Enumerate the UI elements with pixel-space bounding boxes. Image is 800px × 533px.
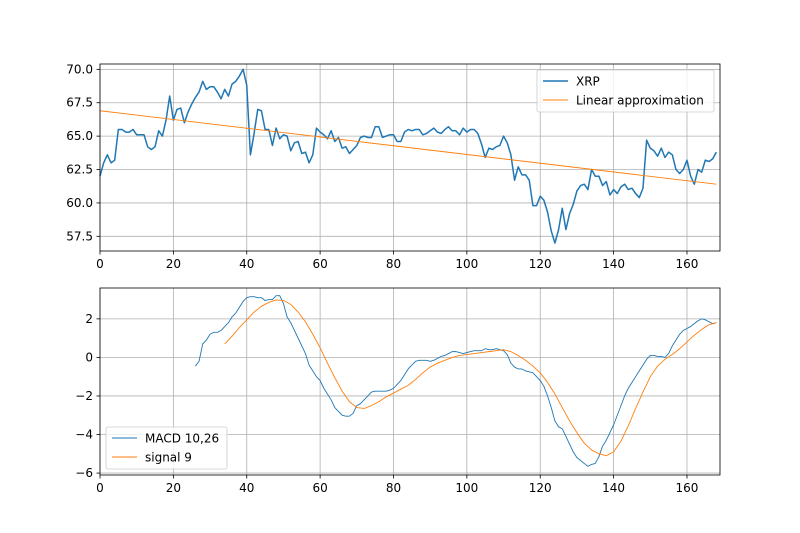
legend-label: XRP [576,75,600,89]
price-chart-panel: 0 20 40 60 80 100 120 140 160 57.5 60.0 62.5 65.0 67.… [66,62,721,271]
x-tick-label: 120 [529,257,552,271]
y-tick-label: 60.0 [66,196,93,210]
y-tick-label: 62.5 [66,163,93,177]
x-tick-label: 80 [386,481,401,495]
legend-label: MACD 10,26 [145,432,219,446]
x-tick-label: 100 [455,257,478,271]
x-tick-label: 0 [96,481,104,495]
y-tick-label: 67.5 [66,96,93,110]
axes-frame [99,287,721,476]
y-tick-label: 2 [85,312,93,326]
x-tick-label: 40 [239,257,254,271]
legend-label: signal 9 [145,451,192,465]
legend-box [105,426,228,470]
legend-box [536,69,715,113]
y-tick-label: −2 [75,389,93,403]
y-tick-label: 70.0 [66,62,93,76]
x-tick-label: 160 [676,481,699,495]
x-tick-label: 0 [96,257,104,271]
legend-label: Linear approximation [576,94,704,108]
x-tick-label: 80 [386,257,401,271]
y-tick-label: −6 [75,466,93,480]
y-tick-label: 0 [85,350,93,364]
macd-chart-panel: 0 20 40 60 80 100 120 140 160 −6 −4 −2 0 2 MACD 10,26 s… [75,287,721,495]
axes-frame [99,63,721,252]
x-tick-label: 60 [312,481,327,495]
x-tick-label: 120 [529,481,552,495]
series-line-signal-9 [224,299,717,457]
x-tick-label: 140 [602,481,625,495]
x-tick-label: 40 [239,481,254,495]
x-tick-label: 100 [455,481,478,495]
x-tick-label: 140 [602,257,625,271]
y-tick-label: −4 [75,428,93,442]
x-tick-label: 20 [166,481,181,495]
x-tick-label: 160 [676,257,699,271]
x-tick-label: 20 [166,257,181,271]
series-line-linear-approximation [99,110,717,185]
y-tick-label: 57.5 [66,229,93,243]
legend: MACD 10,26 signal 9 [105,426,228,470]
x-tick-label: 60 [312,257,327,271]
series-line-xrp [99,68,717,244]
legend: XRP Linear approximation [536,69,715,113]
y-tick-label: 65.0 [66,129,93,143]
